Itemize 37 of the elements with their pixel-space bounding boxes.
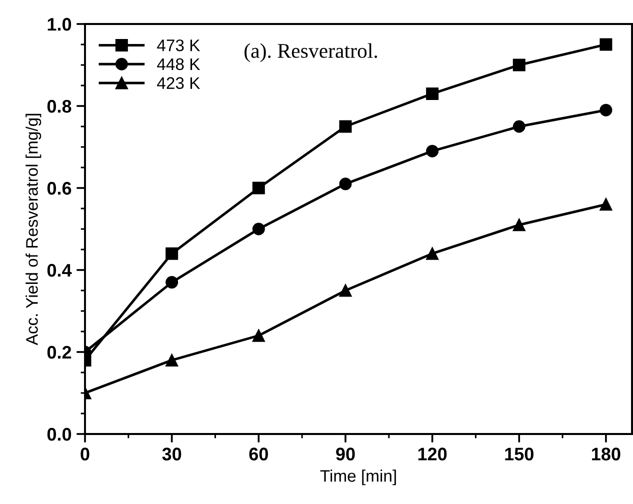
x-tick-label: 150 [505,448,534,460]
legend-label: 473 K [157,39,200,52]
x-tick-label: 180 [592,448,620,460]
x-tick-label: 60 [249,448,268,460]
y-tick-label: 0.0 [47,428,72,441]
y-tick-label: 0.2 [47,346,72,359]
point [426,144,439,158]
point [512,58,526,72]
point [166,276,178,289]
point [339,284,352,297]
y-tick-label: 1.0 [48,18,72,31]
x-tick-label: 30 [162,448,182,460]
point [426,87,439,100]
point [252,182,265,194]
legend-label: 448 K [157,58,200,70]
point [252,329,265,342]
point [166,247,178,260]
x-tick-label: 120 [418,448,447,460]
legend-label: 423 K [157,77,200,89]
y-tick-label: 0.8 [47,100,72,113]
point [512,218,526,232]
point [512,120,526,133]
point [426,247,439,260]
x-axis-title: Time [min] [320,470,396,486]
point [166,354,178,366]
point [339,178,352,190]
point [252,222,265,236]
y-tick-label: 0.6 [47,182,72,195]
y-axis-title: Acc. Yield of Resveratrol [mg/g] [26,114,42,346]
y-tick-label: 0.4 [47,264,72,277]
point [339,120,352,133]
x-tick-label: 90 [336,448,355,460]
point [600,38,612,51]
point [600,198,612,211]
point [600,104,612,116]
x-tick-label: 0 [80,448,90,460]
annotation: (a). Resveratrol. [244,43,378,62]
